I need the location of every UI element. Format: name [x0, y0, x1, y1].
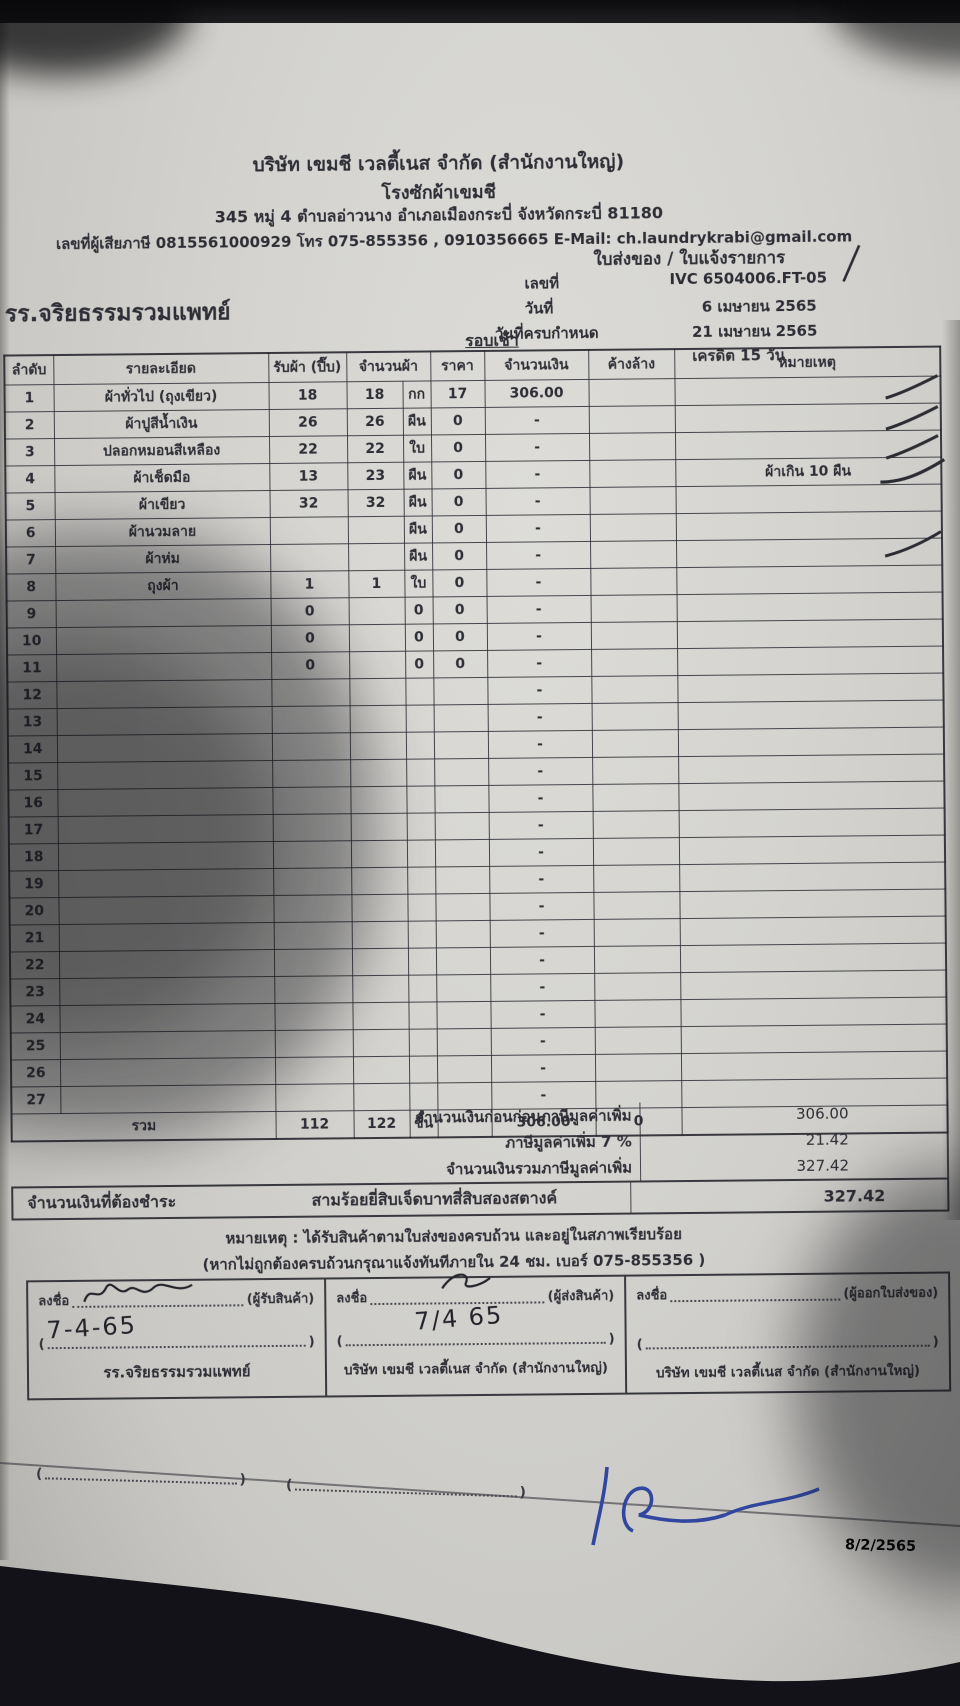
col-qty: จำนวนผ้า	[346, 351, 431, 382]
sign-label: ลงชื่อ	[636, 1288, 668, 1304]
handwritten-receive-date: 7-4-65	[45, 1310, 138, 1345]
handwritten-signature-icon	[80, 1277, 200, 1312]
pen-checkmark-icon	[884, 434, 942, 465]
subtotal-value: 306.00	[639, 1099, 949, 1129]
col-received: รับผ้า (ปี๊บ)	[268, 352, 347, 383]
vat-value: 21.42	[639, 1125, 949, 1155]
signature-section: ลงชื่อ (ผู้รับสินค้า) 7-4-65 ( ) รร.จริย…	[26, 1271, 952, 1401]
date-label: วันที่	[524, 299, 554, 318]
col-no: ลำดับ	[4, 355, 54, 386]
signature-box-receiver: ลงชื่อ (ผู้รับสินค้า) 7-4-65 ( ) รร.จริย…	[26, 1277, 328, 1401]
handwritten-signature-icon	[436, 1268, 496, 1299]
pen-checkmark-icon	[883, 530, 945, 563]
grand-total-value: 327.42	[639, 1151, 950, 1181]
receiver-org: รร.จริยธรรมรวมแพทย์	[103, 1362, 251, 1382]
customer-name: รร.จริยธรรมรวมแพทย์	[4, 299, 231, 328]
col-desc: รายละเอียด	[53, 353, 269, 385]
sender-role: (ผู้ส่งสินค้า)	[547, 1288, 615, 1305]
date-value: 6 เมษายน 2565	[701, 296, 817, 316]
col-outstanding: ค้างล้าง	[588, 349, 675, 380]
pen-slash-icon	[840, 242, 862, 288]
amount-in-words: สามร้อยยี่สิบเจ็ดบาทสี่สิบสองสตางค์	[311, 1187, 558, 1210]
date-row: วันที่ 6 เมษายน 2565	[465, 293, 885, 321]
pen-checkmark-icon	[878, 455, 948, 490]
amount-due-label: จำนวนเงินที่ต้องชำระ	[27, 1191, 177, 1212]
paper-right-edge-shadow	[942, 320, 960, 1220]
col-price: ราคา	[430, 350, 485, 381]
signature-box-sender: ลงชื่อ (ผู้ส่งสินค้า) 7/4 65 ( ) บริษัท …	[326, 1273, 628, 1398]
doc-no-row: เลขที่ IVC 6504006.FT-05	[464, 268, 884, 296]
sender-org: บริษัท เขมชี เวลตี้เนส จำกัด (สำนักงานให…	[343, 1359, 609, 1379]
receiver-role: (ผู้รับสินค้า)	[246, 1291, 315, 1308]
sign-label: ลงชื่อ	[336, 1291, 368, 1307]
sign-label: ลงชื่อ	[38, 1293, 70, 1310]
handwritten-blue-mark	[575, 1445, 825, 1564]
paper-left-edge-shadow	[0, 20, 10, 1560]
due-date-value: 21 เมษายน 2565	[691, 321, 818, 341]
pen-checkmark-icon	[884, 405, 942, 436]
pen-checkmark-icon	[883, 374, 941, 405]
doc-no-label: เลขที่	[524, 274, 560, 293]
col-amount: จำนวนเงิน	[484, 349, 589, 381]
photographer-shadow	[0, 530, 375, 1140]
background-top-band	[0, 0, 960, 23]
